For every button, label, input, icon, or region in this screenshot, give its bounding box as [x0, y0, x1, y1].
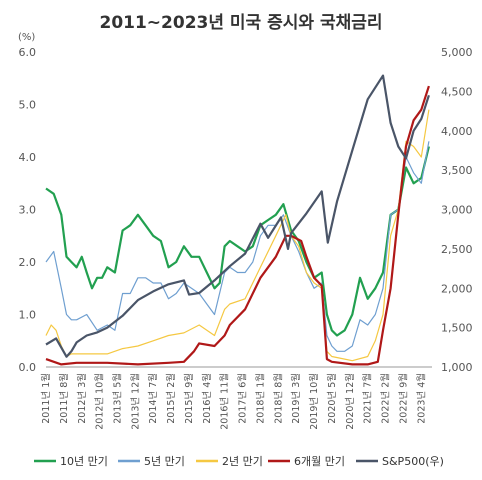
y-left-tick-label: 2.0	[19, 256, 37, 269]
legend-label: 10년 만기	[60, 455, 108, 468]
y-right-tick-label: 3,500	[441, 164, 473, 177]
x-tick-label: 2019년 10월	[308, 373, 320, 430]
y-right-tick-label: 1,000	[441, 361, 473, 374]
y-left-tick-label: 6.0	[19, 46, 37, 59]
y-left-axis: 0.0 1.0 2.0 3.0 4.0 5.0 6.0	[19, 46, 37, 374]
series-line	[45, 146, 430, 337]
x-tick-label: 2018년 8월	[272, 373, 284, 424]
x-tick-label: 2015년 9월	[183, 373, 195, 424]
series-line	[45, 85, 430, 366]
x-tick-label: 2012년 3월	[76, 373, 88, 424]
y-right-axis: 1,000 1,500 2,000 2,500 3,000 3,500 4,000 4,500…	[441, 46, 473, 374]
y-right-tick-label: 5,000	[441, 46, 473, 59]
x-tick-label: 2020년 5월	[326, 373, 338, 424]
x-tick-label: 2023년 4월	[415, 373, 427, 424]
x-tick-label: 2022년 2월	[380, 373, 392, 424]
x-tick-label: 2015년 2월	[165, 373, 177, 424]
series-line	[45, 74, 430, 358]
y-right-tick-label: 4,000	[441, 125, 473, 138]
legend-label: 2년 만기	[222, 455, 263, 468]
y-left-tick-label: 5.0	[19, 99, 37, 112]
x-tick-label: 2012년 10월	[94, 373, 106, 430]
y-left-tick-label: 0.0	[19, 361, 37, 374]
x-tick-label: 2016년 4월	[201, 373, 213, 424]
legend-label: 6개월 만기	[294, 455, 345, 468]
x-tick-label: 2021년 7월	[362, 373, 374, 424]
x-tick-label: 2020년 12월	[344, 373, 356, 430]
y-right-tick-label: 1,500	[441, 322, 473, 335]
legend-label: 5년 만기	[144, 455, 185, 468]
x-tick-label: 2017년 6월	[237, 373, 249, 424]
y-right-tick-label: 2,000	[441, 282, 473, 295]
y-right-tick-label: 3,000	[441, 204, 473, 217]
series-line	[45, 109, 430, 362]
y-left-tick-label: 3.0	[19, 204, 37, 217]
x-axis: 2011년 1월 2011년 8월 2012년 3월 2012년 10월 2013년 5…	[40, 373, 427, 430]
x-tick-label: 2011년 8월	[58, 373, 70, 424]
legend: 10년 만기 5년 만기 2년 만기 6개월 만기 S&P500(우)	[34, 455, 444, 468]
x-tick-label: 2018년 1월	[254, 373, 266, 424]
series-group	[45, 74, 430, 366]
y-left-unit: (%)	[18, 32, 35, 43]
x-tick-label: 2013년 12월	[129, 373, 141, 430]
legend-label: S&P500(우)	[382, 455, 444, 468]
y-right-tick-label: 4,500	[441, 85, 473, 98]
x-tick-label: 2019년 3월	[290, 373, 302, 424]
x-tick-label: 2014년 7월	[147, 373, 159, 424]
series-line	[45, 141, 430, 352]
y-left-tick-label: 1.0	[19, 309, 37, 322]
y-left-tick-label: 4.0	[19, 151, 37, 164]
x-tick-label: 2022년 9월	[397, 373, 409, 424]
y-right-tick-label: 2,500	[441, 243, 473, 256]
x-tick-label: 2013년 5월	[111, 373, 123, 424]
chart-title: 2011~2023년 미국 증시와 국채금리	[99, 13, 382, 33]
x-tick-label: 2016년 11월	[219, 373, 231, 430]
x-tick-label: 2011년 1월	[40, 373, 52, 424]
